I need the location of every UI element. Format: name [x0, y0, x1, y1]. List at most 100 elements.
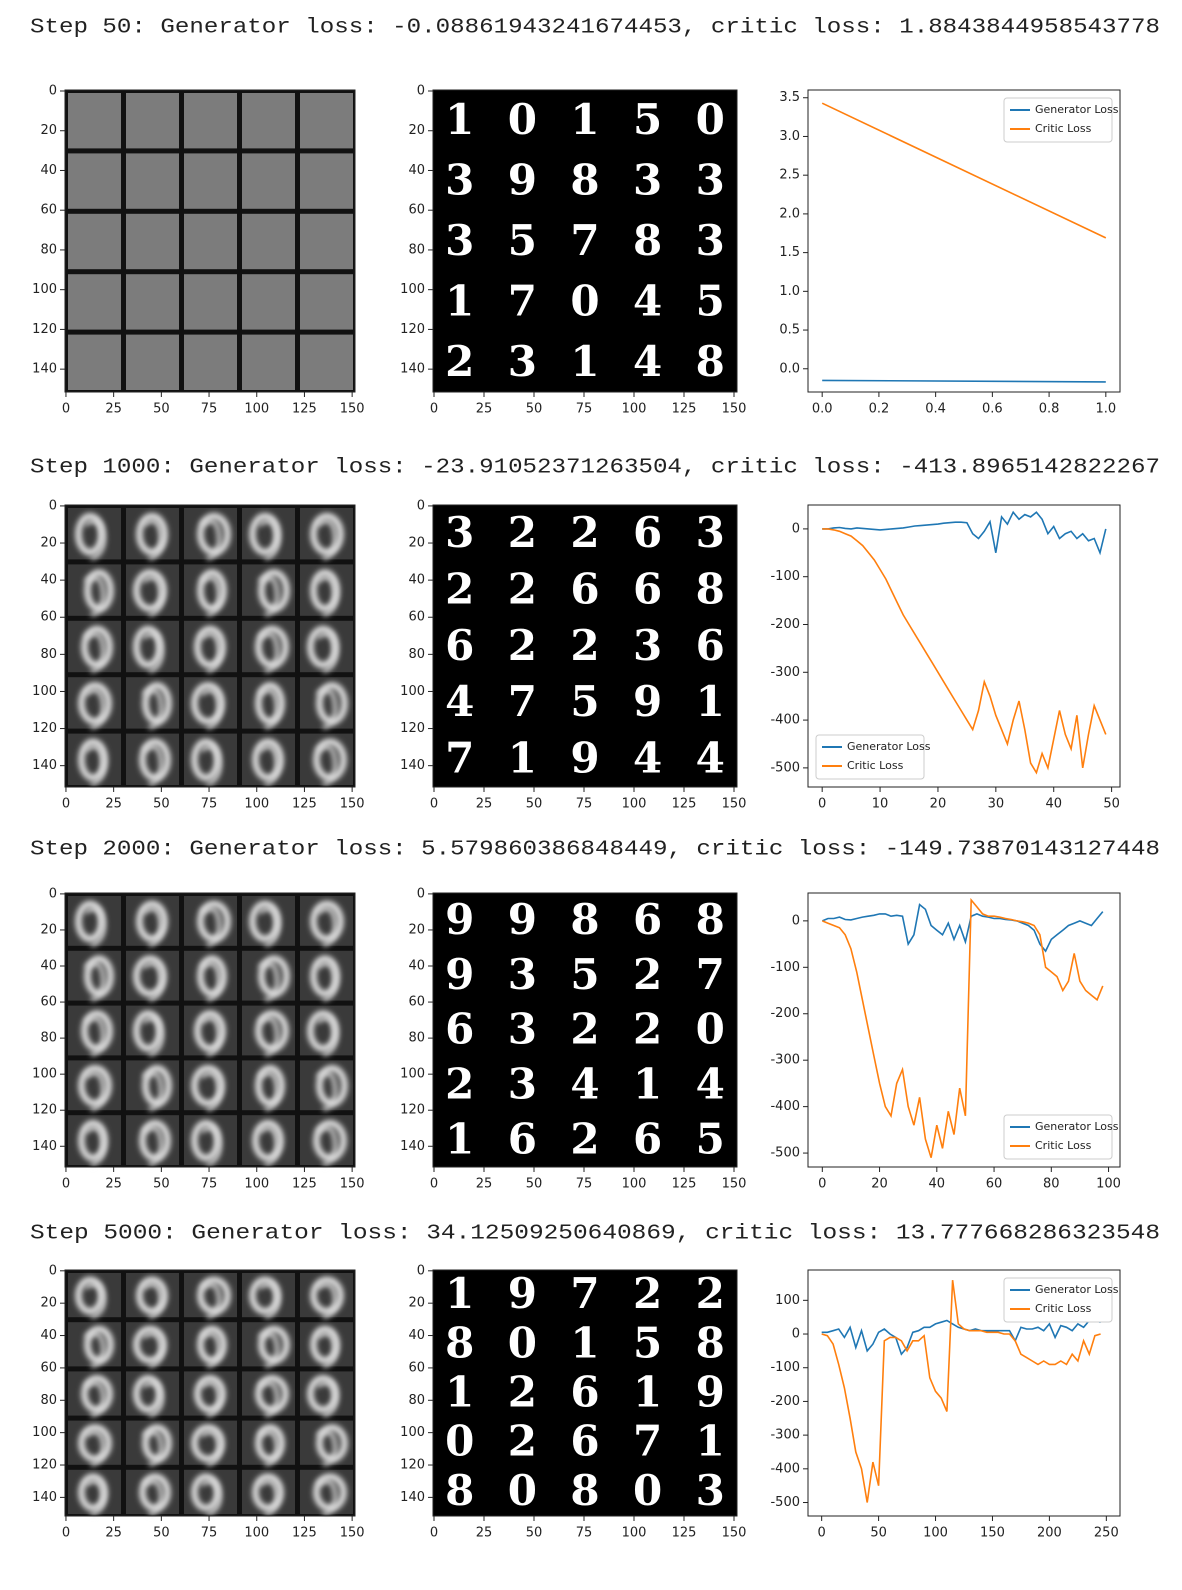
y-tick-label: 140	[32, 758, 57, 773]
x-tick-label: 100	[1096, 1177, 1121, 1192]
legend-box	[815, 734, 925, 780]
y-tick-label: 0	[792, 913, 800, 928]
y-tick-label: -500	[770, 1146, 800, 1161]
generated-cell	[242, 153, 295, 209]
generated-blob	[191, 1065, 225, 1107]
generated-stroke	[84, 961, 106, 1002]
x-tick-label: 0	[430, 1526, 438, 1541]
generated-stroke	[258, 744, 280, 787]
generated-blob	[197, 955, 227, 997]
x-tick-label: 75	[201, 402, 218, 417]
x-tick-label: 50	[526, 1526, 543, 1541]
generated-blob	[139, 1473, 171, 1512]
generated-blob	[133, 955, 167, 997]
y-tick-label: 0	[49, 498, 57, 513]
generated-stroke	[316, 518, 338, 561]
image-background	[433, 1270, 737, 1516]
generated-stroke	[142, 1016, 164, 1057]
generated-blob	[139, 738, 171, 781]
generated-stroke	[316, 1282, 338, 1320]
generated-blob	[194, 1375, 226, 1413]
y-tick-label: 3.0	[779, 129, 800, 144]
y-tick-label: 0	[417, 886, 425, 901]
generated-blob	[78, 1424, 112, 1462]
y-tick-label: 60	[40, 203, 57, 218]
x-tick-label: 60	[986, 1177, 1003, 1192]
x-tick-label: 50	[153, 1177, 170, 1192]
y-tick-label: 2.5	[779, 168, 800, 183]
y-tick-label: 100	[32, 1425, 57, 1440]
generated-cell	[300, 93, 353, 149]
x-tick-label: 50	[153, 402, 170, 417]
generated-cell	[300, 274, 353, 330]
generated-blob	[81, 1375, 113, 1413]
x-tick-label: 0.0	[812, 402, 833, 417]
generated-blob	[139, 1120, 171, 1162]
generated-cell	[68, 153, 121, 209]
generated-stroke	[258, 1125, 280, 1167]
y-tick-label: 100	[400, 1425, 425, 1440]
generated-stroke	[258, 1429, 280, 1467]
legend-label: Critic Loss	[1035, 1302, 1092, 1315]
generated-stroke	[258, 1282, 280, 1320]
x-tick-label: 25	[476, 402, 493, 417]
x-tick-label: 25	[105, 402, 122, 417]
generated-blob	[78, 1065, 112, 1107]
x-tick-label: 100	[244, 1177, 269, 1192]
y-tick-label: 100	[32, 684, 57, 699]
y-tick-label: 40	[408, 959, 425, 974]
generated-stroke	[200, 688, 222, 730]
generated-stroke	[84, 1016, 106, 1057]
generated-stroke	[316, 688, 338, 730]
y-tick-label: 40	[408, 1328, 425, 1343]
generated-stroke	[84, 1380, 106, 1418]
generated-stroke	[200, 906, 222, 948]
generated-stroke	[258, 906, 280, 948]
loss-line	[821, 1279, 1101, 1503]
y-tick-label: 140	[400, 758, 425, 773]
y-tick-label: 1.5	[779, 245, 800, 260]
y-tick-label: 100	[400, 684, 425, 699]
x-tick-label: 0	[62, 1177, 70, 1192]
y-tick-label: 100	[400, 282, 425, 297]
y-tick-label: 80	[40, 1031, 57, 1046]
y-tick-label: 60	[40, 995, 57, 1010]
y-tick-label: -300	[770, 665, 800, 680]
y-tick-label: -200	[770, 1006, 800, 1021]
axes-frame	[432, 504, 738, 788]
y-tick-label: 20	[40, 922, 57, 937]
image-background	[433, 505, 737, 787]
generated-stroke	[258, 575, 280, 618]
y-tick-label: 0.5	[779, 323, 800, 338]
y-tick-label: 0	[417, 498, 425, 513]
generated-stroke	[316, 1125, 338, 1167]
y-tick-label: 60	[408, 203, 425, 218]
y-tick-label: 80	[40, 647, 57, 662]
y-tick-label: 140	[400, 1490, 425, 1505]
x-tick-label: 25	[105, 1177, 122, 1192]
image-background	[433, 893, 737, 1167]
generated-cell	[300, 153, 353, 209]
generated-stroke	[84, 744, 106, 787]
generated-cell	[68, 274, 121, 330]
y-tick-label: 0	[417, 83, 425, 98]
x-tick-label: 75	[576, 797, 593, 812]
y-tick-label: -300	[770, 1428, 800, 1443]
generated-stroke	[200, 744, 222, 787]
x-tick-label: 0.6	[982, 402, 1003, 417]
x-tick-label: 80	[1043, 1177, 1060, 1192]
y-tick-label: 3.5	[779, 90, 800, 105]
y-tick-label: 0.0	[779, 361, 800, 376]
y-tick-label: -200	[770, 617, 800, 632]
x-tick-label: 50	[526, 1177, 543, 1192]
generated-stroke	[316, 1070, 338, 1112]
generated-stroke	[200, 1070, 222, 1112]
generated-stroke	[84, 1070, 106, 1112]
x-tick-label: 100	[622, 1177, 647, 1192]
generated-blob	[81, 1010, 113, 1052]
generated-stroke	[316, 575, 338, 618]
y-tick-label: -100	[770, 569, 800, 584]
y-tick-label: -500	[770, 760, 800, 775]
x-tick-label: 100	[622, 1526, 647, 1541]
y-tick-label: 120	[32, 721, 57, 736]
